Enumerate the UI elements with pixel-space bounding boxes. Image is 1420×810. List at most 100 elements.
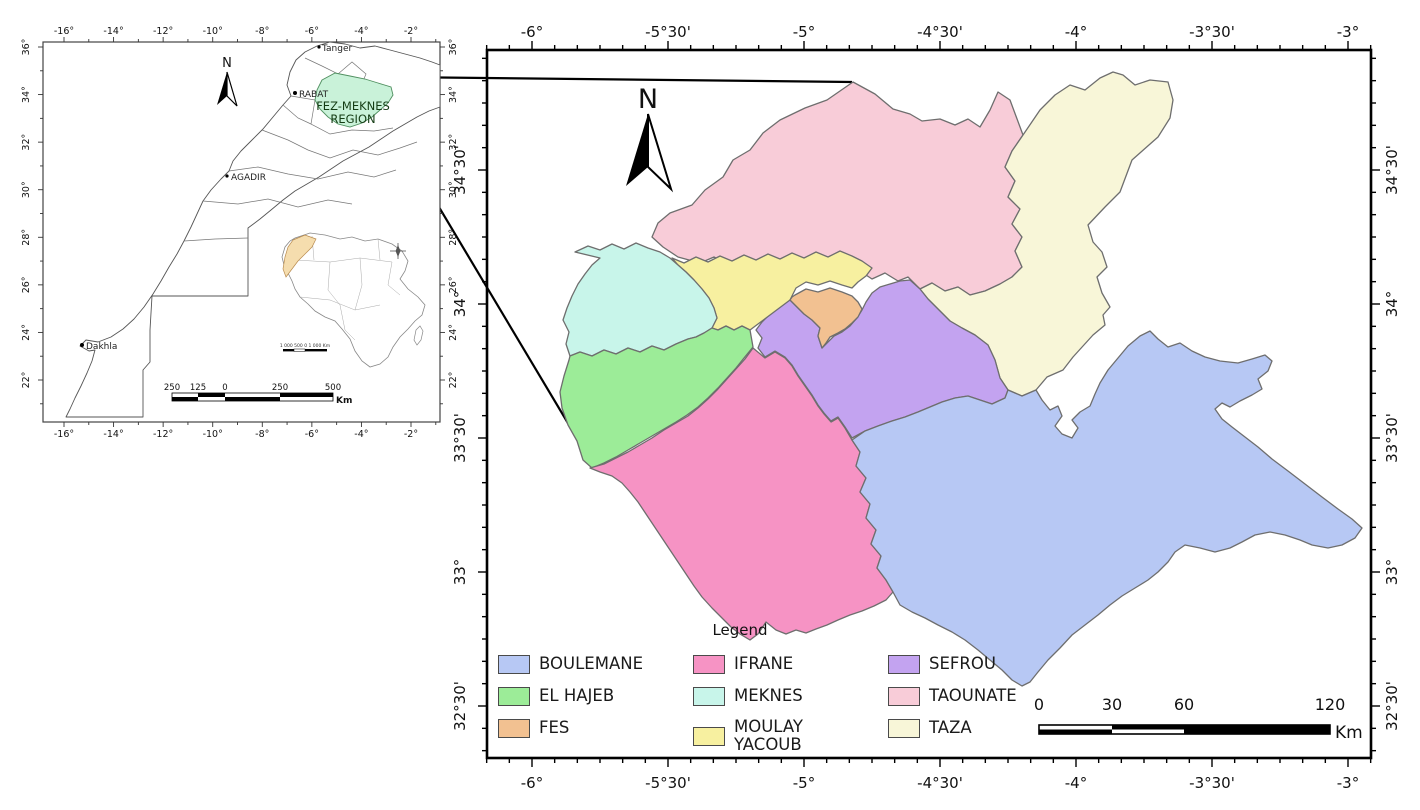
legend-title: Legend bbox=[712, 621, 768, 639]
main-x-axis-label-top: -3° bbox=[1337, 23, 1359, 41]
main-x-axis-label-bottom: -3° bbox=[1337, 774, 1359, 792]
fez-meknes-region-shape[interactable] bbox=[314, 72, 394, 128]
inset-y-axis-label-left: 24° bbox=[21, 324, 32, 341]
legend-label: TAOUNATE bbox=[929, 685, 1017, 705]
main-y-axis-label-right: 33° bbox=[1383, 559, 1401, 586]
agadir-marker bbox=[225, 174, 229, 178]
inset-scalebar-seg4 bbox=[280, 393, 333, 397]
main-y-axis-label-left: 32°30' bbox=[451, 681, 469, 731]
africa-scalebar-seg3 bbox=[305, 349, 327, 352]
legend-label: FES bbox=[539, 717, 570, 737]
legend-label: TAZA bbox=[929, 717, 972, 737]
main-scalebar-number: 120 bbox=[1315, 695, 1346, 714]
main-y-axis-label-left: 34° bbox=[451, 291, 469, 318]
inset-x-axis-label-bottom: -12° bbox=[153, 429, 173, 440]
inset-y-axis-label-left: 22° bbox=[21, 372, 32, 389]
inset-north-arrow-right bbox=[226, 71, 238, 107]
inset-x-axis-label-top: -14° bbox=[103, 26, 123, 37]
main-y-axis-label-left: 33° bbox=[451, 559, 469, 586]
main-x-axis-label-top: -6° bbox=[521, 23, 543, 41]
legend-swatch bbox=[888, 654, 920, 674]
agadir-label: AGADIR bbox=[231, 173, 266, 183]
inset-x-axis-label-bottom: -4° bbox=[354, 429, 368, 440]
province-fes[interactable] bbox=[789, 287, 863, 349]
scalebar-seg1 bbox=[1039, 729, 1112, 734]
main-scalebar: 0 30 60 120 Km bbox=[1034, 695, 1363, 743]
north-arrow-right-blade bbox=[647, 113, 674, 193]
dakhla-marker bbox=[80, 343, 84, 347]
main-axis-ticks bbox=[478, 41, 1380, 767]
inset-scalebar-number: 0 bbox=[222, 383, 227, 393]
main-scalebar-number: 0 bbox=[1034, 695, 1044, 714]
scalebar-unit: Km bbox=[1335, 723, 1363, 743]
inset-scalebar-unit: Km bbox=[336, 396, 352, 406]
inset-y-axis-label-right: 24° bbox=[448, 324, 459, 341]
legend-item-taza[interactable]: TAZA bbox=[888, 716, 972, 740]
inset-y-axis-label-left: 30° bbox=[21, 181, 32, 198]
main-y-axis-label-left: 34°30' bbox=[451, 145, 469, 195]
inset-x-axis-label-top: -10° bbox=[203, 26, 223, 37]
legend-item-taounate[interactable]: TAOUNATE bbox=[888, 684, 1017, 708]
inset-y-axis-label-right: 32° bbox=[448, 134, 459, 151]
inset-y-axis-label-right: 26° bbox=[448, 276, 459, 293]
dakhla-label: Dakhla bbox=[86, 342, 117, 352]
main-axis-labels: -6° -6° -5°30' -5°30' -5° -5° -4°30' -4°30' -4° -… bbox=[451, 23, 1401, 792]
province-el-hajeb[interactable] bbox=[559, 325, 754, 469]
legend-item-el-hajeb[interactable]: EL HAJEB bbox=[498, 684, 614, 708]
inset-x-axis-label-top: -8° bbox=[255, 26, 269, 37]
north-arrow-left-blade bbox=[626, 114, 648, 186]
inset-axis-ticks bbox=[38, 37, 445, 427]
morocco-outline bbox=[65, 41, 441, 418]
inset-scalebar-seg2 bbox=[198, 393, 225, 397]
scalebar-seg2 bbox=[1112, 725, 1184, 730]
inset-y-axis-label-left: 34° bbox=[21, 86, 32, 103]
legend-swatch bbox=[498, 686, 530, 706]
inset-north-arrow: N bbox=[217, 56, 238, 107]
main-y-axis-label-right: 32°30' bbox=[1383, 681, 1401, 731]
inset-connector-line-top bbox=[392, 75, 853, 84]
inset-x-axis-label-top: -6° bbox=[305, 26, 319, 37]
inset-scalebar-number: 125 bbox=[190, 383, 206, 393]
main-x-axis-label-bottom: -5°30' bbox=[645, 774, 691, 792]
main-scalebar-number: 60 bbox=[1174, 695, 1194, 714]
legend-item-fes[interactable]: FES bbox=[498, 716, 569, 740]
morocco-region-borders bbox=[183, 57, 418, 242]
inset-x-axis-label-top: -4° bbox=[354, 26, 368, 37]
province-taza[interactable] bbox=[919, 71, 1174, 397]
inset-scalebar-number: 250 bbox=[164, 383, 180, 393]
legend-item-meknes[interactable]: MEKNES bbox=[693, 684, 803, 708]
legend-label: EL HAJEB bbox=[539, 685, 615, 705]
main-scalebar-number: 30 bbox=[1102, 695, 1122, 714]
legend-item-sefrou[interactable]: SEFROU bbox=[888, 652, 996, 676]
madagascar-outline bbox=[413, 325, 424, 346]
inset-y-axis-label-right: 36° bbox=[448, 39, 459, 56]
main-y-axis-label-right: 34°30' bbox=[1383, 145, 1401, 195]
inset-y-axis-label-left: 26° bbox=[21, 276, 32, 293]
africa-outline bbox=[281, 232, 426, 368]
main-x-axis-label-bottom: -5° bbox=[793, 774, 815, 792]
legend-item-ifrane[interactable]: IFRANE bbox=[693, 652, 793, 676]
legend-item-moulay-yacoub[interactable]: MOULAY YACOUB bbox=[693, 716, 822, 756]
inset-scalebar-seg1 bbox=[172, 397, 198, 401]
inset-x-axis-label-bottom: -8° bbox=[255, 429, 269, 440]
main-x-axis-label-top: -4°30' bbox=[917, 23, 963, 41]
main-map: -6° -6° -5°30' -5°30' -5° -5° -4°30' -4°30' -4° -… bbox=[389, 23, 1401, 792]
province-boulemane[interactable] bbox=[851, 330, 1363, 687]
main-x-axis-label-bottom: -6° bbox=[521, 774, 543, 792]
main-x-axis-label-top: -3°30' bbox=[1189, 23, 1235, 41]
legend-item-boulemane[interactable]: BOULEMANE bbox=[498, 652, 643, 676]
inset-y-axis-label-right: 30° bbox=[448, 181, 459, 198]
inset-x-axis-label-top: -12° bbox=[153, 26, 173, 37]
inset-scalebar-outline bbox=[171, 392, 334, 402]
scalebar-seg3 bbox=[1184, 725, 1330, 734]
legend-swatch bbox=[693, 726, 725, 746]
main-y-axis-label-left: 33°30' bbox=[451, 413, 469, 463]
legend-swatch bbox=[888, 718, 920, 738]
legend-label: MEKNES bbox=[734, 685, 803, 705]
legend-label: SEFROU bbox=[929, 653, 996, 673]
provinces-layer bbox=[559, 71, 1363, 687]
tanger-label: Tanger bbox=[321, 44, 352, 54]
africa-morocco-shape[interactable] bbox=[282, 234, 317, 278]
